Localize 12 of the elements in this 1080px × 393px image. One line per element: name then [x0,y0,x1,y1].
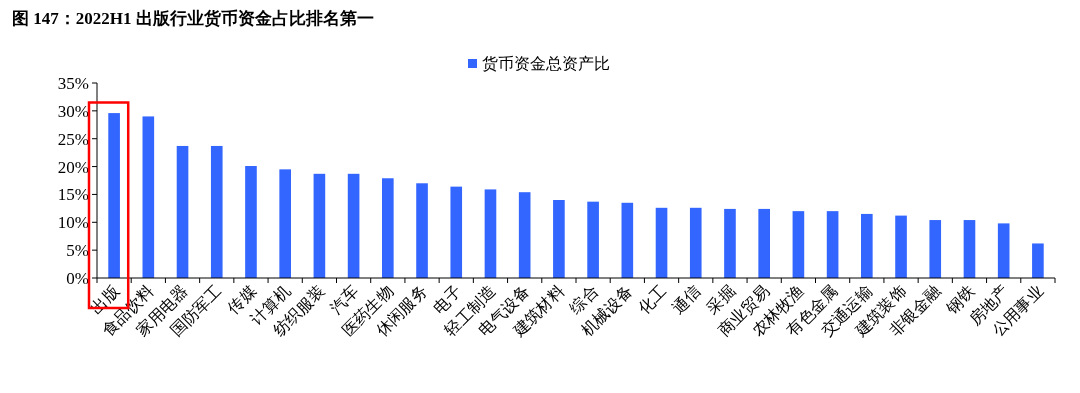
y-tick-label: 10% [57,213,89,233]
y-tick-label: 30% [57,101,89,121]
y-tick-label: 5% [66,241,89,261]
legend: 货币资金总资产比 [468,55,610,72]
x-tick-label: 通信 [669,282,704,317]
y-tick-label: 25% [57,129,89,149]
y-tick-label: 35% [57,74,89,93]
x-tick-label: 化工 [635,282,670,317]
y-tick-label: 15% [57,185,89,205]
chart-title: 图 147：2022H1 出版行业货币资金占比排名第一 [12,9,374,28]
y-tick-label: 0% [66,269,89,288]
y-tick-label: 20% [57,157,89,177]
